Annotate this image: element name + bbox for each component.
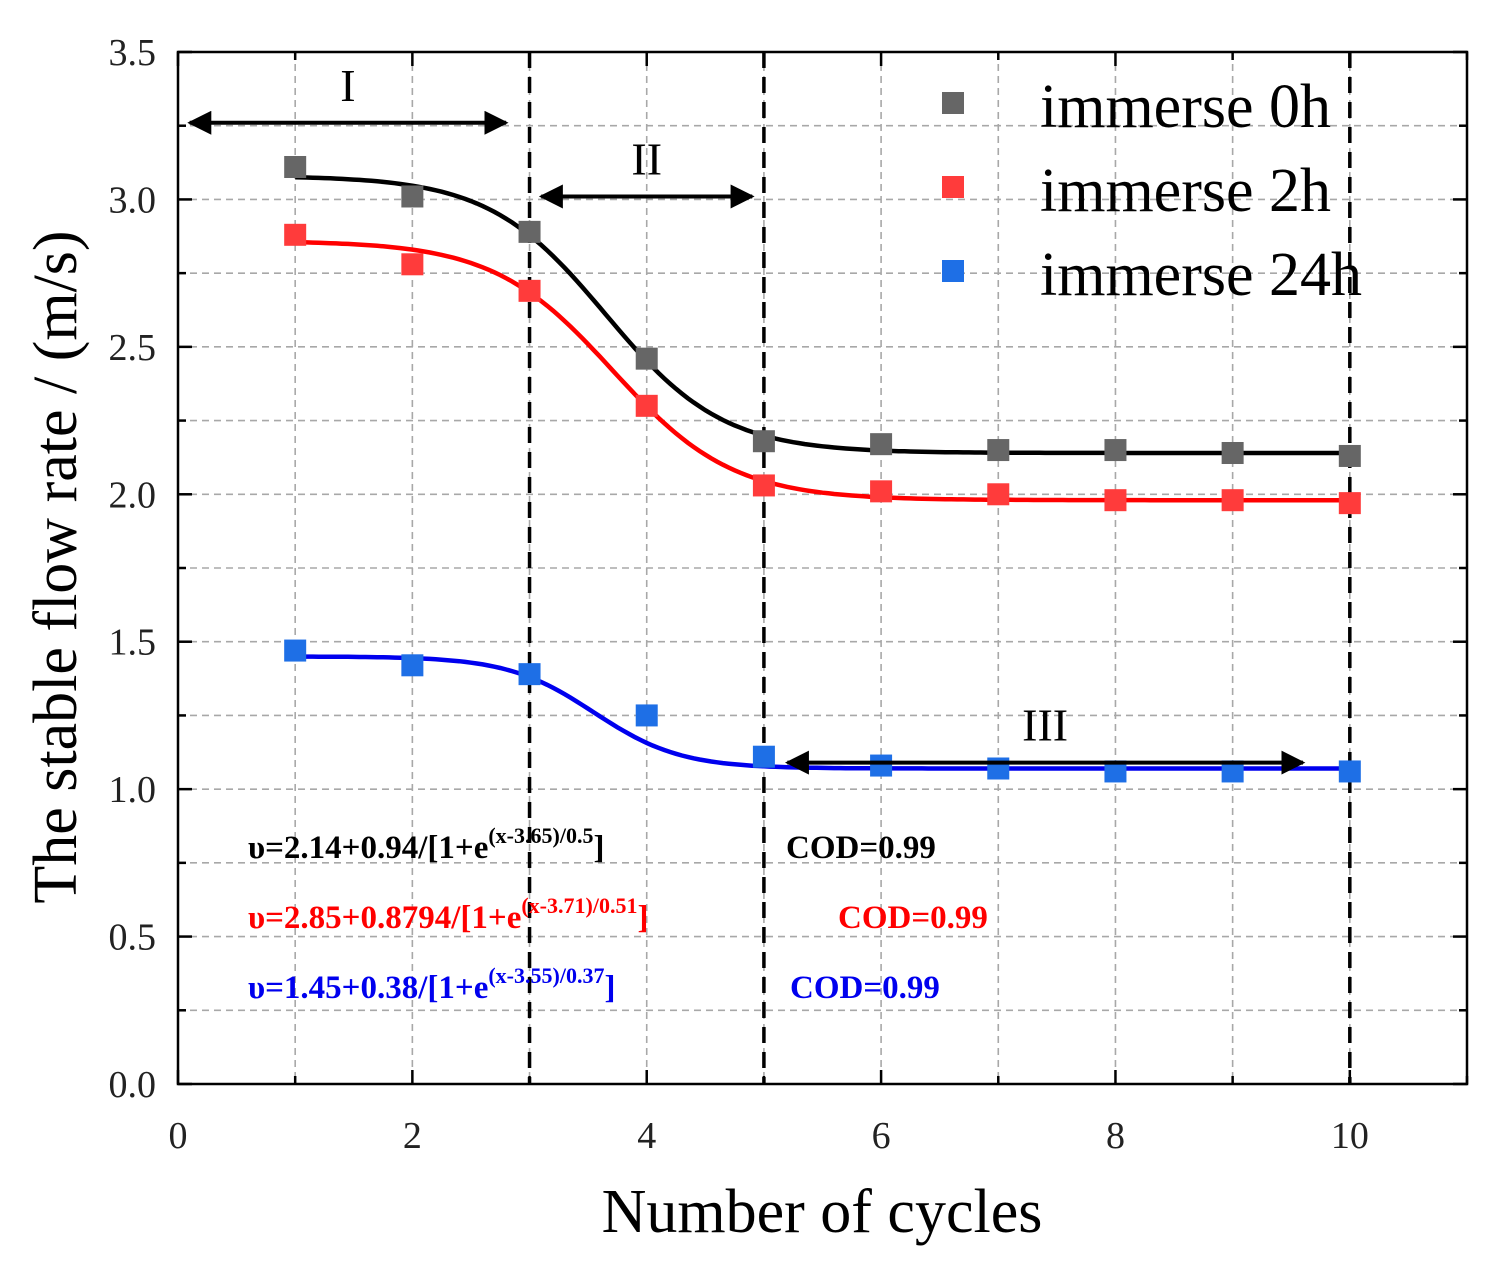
region-dividers <box>527 52 1352 1084</box>
data-point <box>401 654 424 677</box>
equation-exponent: (x-3.65)/0.5 <box>488 823 593 848</box>
x-tick-label: 10 <box>1331 1115 1369 1157</box>
data-point <box>635 704 658 727</box>
fit-equations: υ=2.14+0.94/[1+e(x-3.65)/0.5] COD=0.99 υ=2… <box>248 823 988 1006</box>
equation-bracket: ] <box>593 830 604 866</box>
y-tick-label: 0.5 <box>109 917 157 959</box>
fit-equation: υ=2.14+0.94/[1+e(x-3.65)/0.5] <box>248 823 604 866</box>
legend-marker <box>942 176 964 198</box>
region-label: III <box>1022 700 1068 751</box>
cod-label: COD=0.99 <box>786 830 936 866</box>
y-tick-label: 3.0 <box>109 179 157 221</box>
fit-curve <box>295 239 1350 503</box>
y-tick-label: 0.0 <box>109 1064 157 1106</box>
data-point <box>518 220 541 243</box>
fit-curve <box>295 654 1350 771</box>
y-tick-label: 3.5 <box>109 32 157 74</box>
data-point <box>518 663 541 686</box>
fit-equation: υ=1.45+0.38/[1+e(x-3.55)/0.37] <box>248 963 615 1006</box>
x-tick-label: 4 <box>637 1115 656 1157</box>
data-point <box>635 394 658 417</box>
y-tick-label: 1.5 <box>109 622 157 664</box>
data-point <box>870 754 893 777</box>
axis-ticks: 0 2 4 6 8 10 0.0 0.5 1.0 1.5 2.0 2.5 3.0 3.5 <box>109 32 1469 1157</box>
cod-label: COD=0.99 <box>790 970 940 1006</box>
region-label: I <box>340 60 355 111</box>
data-point <box>870 433 893 456</box>
data-point <box>1221 489 1244 512</box>
equation-main: υ=2.14+0.94/[1+e <box>248 830 488 866</box>
grid-lines <box>178 52 1467 1084</box>
fit-equation: υ=2.85+0.8794/[1+e(x-3.71)/0.51] <box>248 893 648 936</box>
legend-marker <box>942 260 964 282</box>
legend-marker <box>942 92 964 114</box>
data-point <box>752 745 775 768</box>
y-axis-label: The stable flow rate / (m/s) <box>22 230 90 903</box>
y-tick-label: 1.0 <box>109 769 157 811</box>
region-label: II <box>631 133 662 184</box>
data-point <box>1338 444 1361 467</box>
legend-label: immerse 2h <box>1040 157 1331 225</box>
x-tick-label: 0 <box>169 1115 188 1157</box>
data-point <box>987 483 1010 506</box>
data-point <box>752 430 775 453</box>
equation-bracket: ] <box>637 900 648 936</box>
x-tick-label: 2 <box>403 1115 422 1157</box>
data-point <box>752 474 775 497</box>
legend: immerse 0h immerse 2h immerse 24h <box>942 73 1362 309</box>
equation-main: υ=1.45+0.38/[1+e <box>248 970 488 1006</box>
data-point <box>1338 492 1361 515</box>
equation-main: υ=2.85+0.8794/[1+e <box>248 900 521 936</box>
data-point <box>1338 760 1361 783</box>
data-point <box>635 347 658 370</box>
data-point <box>284 155 307 178</box>
data-point <box>284 223 307 246</box>
y-tick-label: 2.5 <box>109 327 157 369</box>
fit-curve <box>295 174 1350 456</box>
x-tick-label: 8 <box>1106 1115 1125 1157</box>
y-tick-label: 2.0 <box>109 474 157 516</box>
legend-label: immerse 24h <box>1040 241 1362 309</box>
data-point <box>518 279 541 302</box>
data-point <box>1221 442 1244 465</box>
data-point <box>1104 439 1127 462</box>
data-point <box>401 185 424 208</box>
x-tick-label: 6 <box>872 1115 891 1157</box>
data-point <box>987 439 1010 462</box>
data-point <box>284 639 307 662</box>
x-axis-label: Number of cycles <box>602 1178 1043 1246</box>
equation-exponent: (x-3.55)/0.37 <box>488 963 604 988</box>
data-point <box>401 253 424 276</box>
legend-label: immerse 0h <box>1040 73 1331 141</box>
data-point <box>870 480 893 503</box>
data-point <box>1104 489 1127 512</box>
cod-label: COD=0.99 <box>838 900 988 936</box>
equation-bracket: ] <box>604 970 615 1006</box>
equation-exponent: (x-3.71)/0.51 <box>521 893 637 918</box>
